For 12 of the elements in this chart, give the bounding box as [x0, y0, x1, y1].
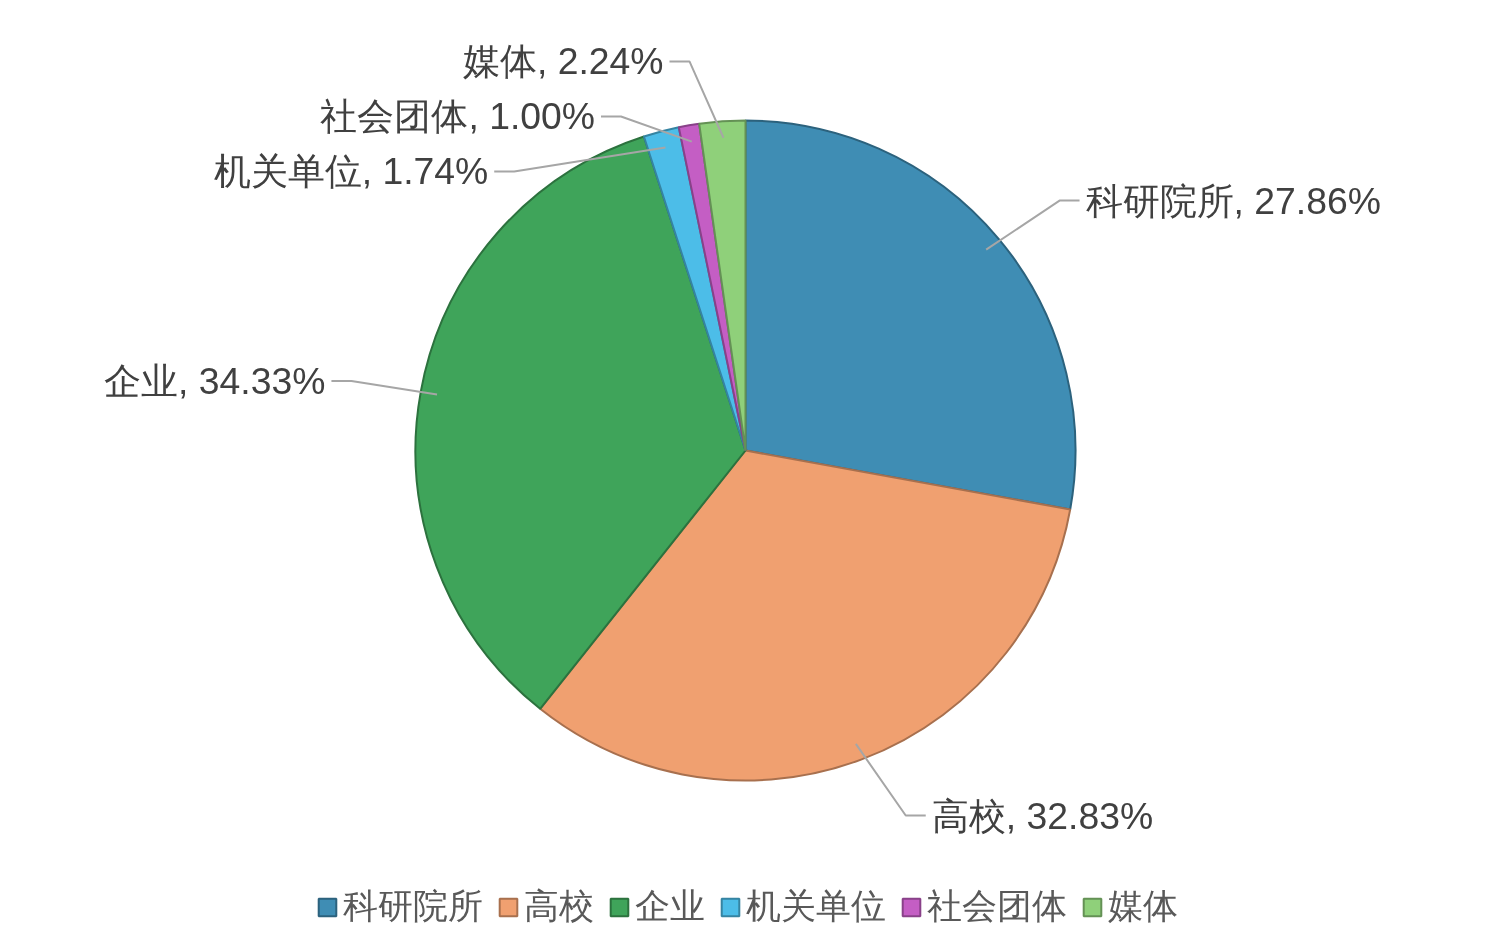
legend-label: 高校: [524, 886, 594, 927]
legend-label: 机关单位: [746, 886, 886, 927]
legend-label: 科研院所: [343, 886, 483, 927]
data-label: 机关单位, 1.74%: [213, 150, 489, 193]
legend-label: 社会团体: [927, 886, 1067, 927]
data-label: 社会团体, 1.00%: [320, 95, 596, 138]
legend-label: 企业: [635, 886, 705, 927]
data-label: 媒体, 2.24%: [462, 40, 664, 83]
data-label: 企业, 34.33%: [104, 359, 326, 402]
data-label: 高校, 32.83%: [931, 794, 1154, 837]
legend-label: 媒体: [1108, 886, 1178, 927]
data-label: 科研院所, 27.86%: [1085, 179, 1381, 222]
